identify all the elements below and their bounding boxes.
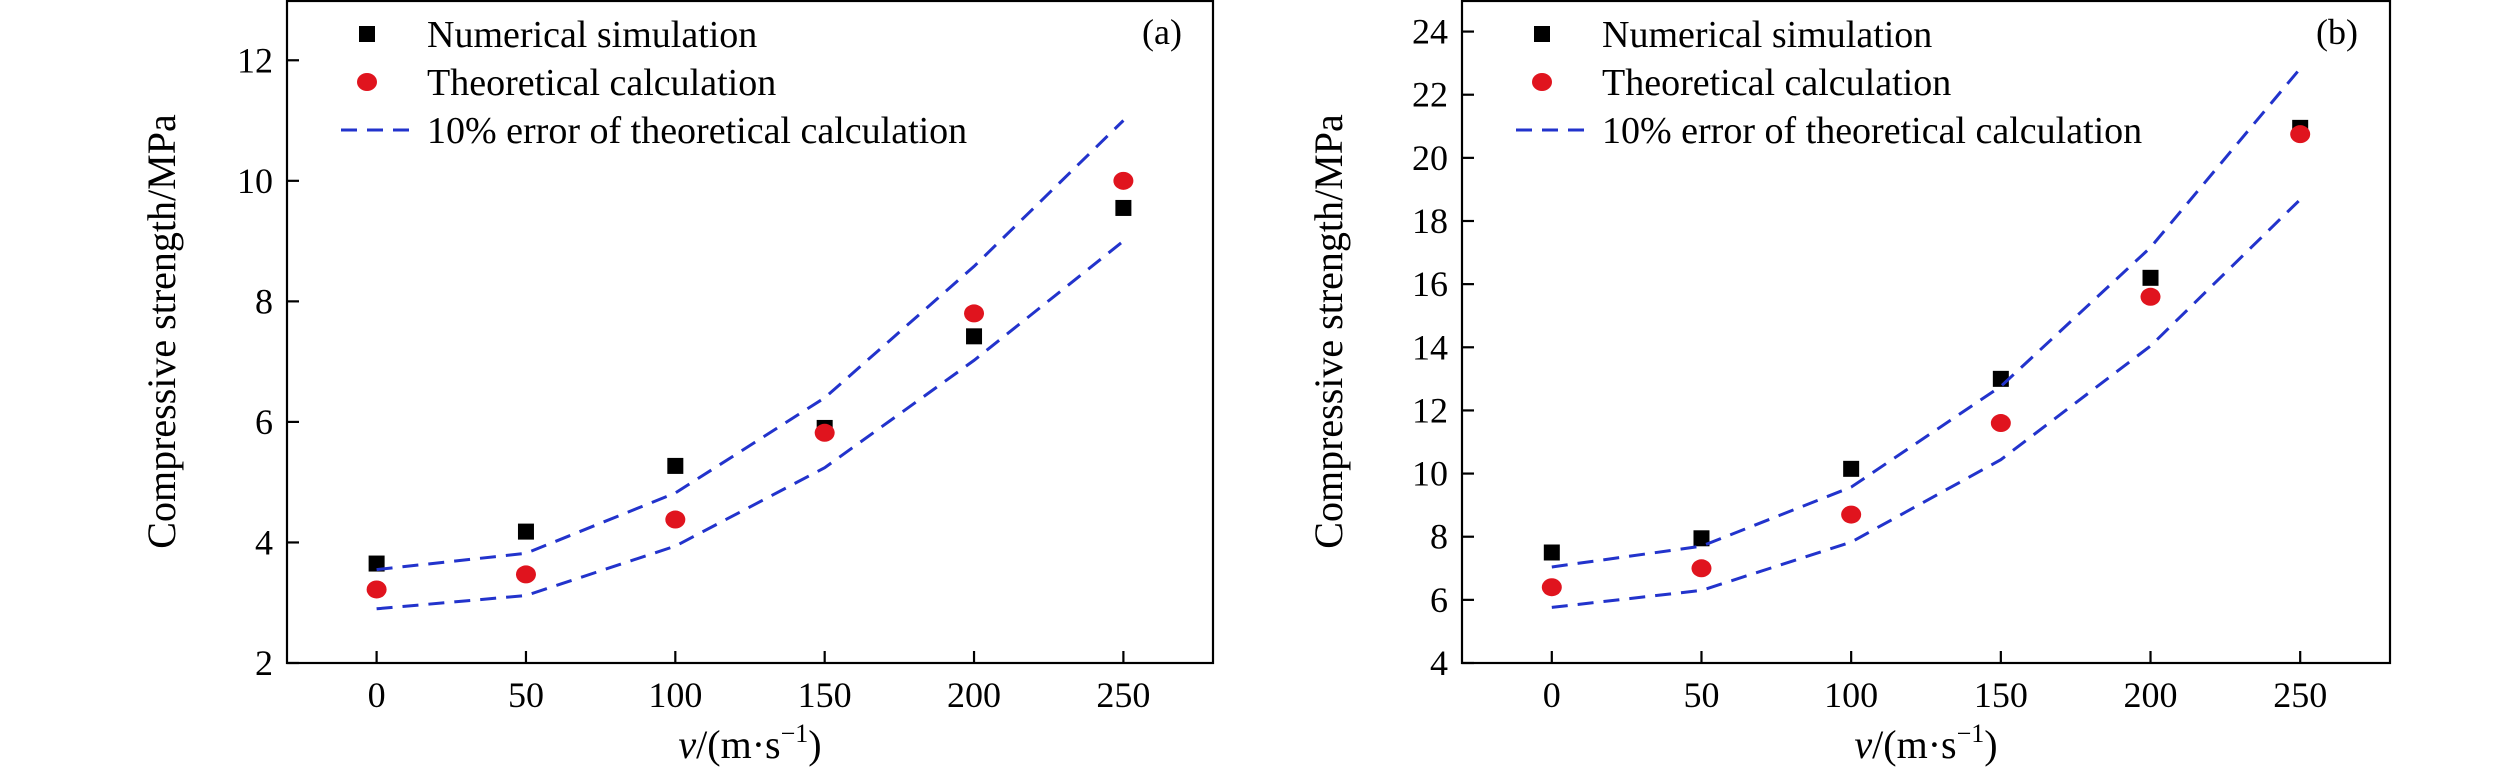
numerical-simulation-point (368, 555, 385, 572)
y-tick-label: 14 (1412, 327, 1448, 367)
theoretical-calculation-point (1541, 578, 1562, 597)
numerical-simulation-point (1115, 199, 1132, 216)
chart-panel-a: 0 50 100 150 200 250 2 4 6 8 10 12 Compressive stren… (139, 0, 1215, 767)
x-tick-label: 50 (508, 675, 544, 715)
y-tick-label: 12 (237, 40, 273, 80)
y-tick-label: 10 (1412, 454, 1448, 494)
y-tick-label: 20 (1412, 138, 1448, 178)
legend-circle-marker (357, 73, 377, 91)
theoretical-calculation-point (1113, 171, 1134, 190)
x-tick-label: 150 (798, 675, 852, 715)
theoretical-calculation-point (814, 423, 835, 442)
x-tick-label: 50 (1683, 675, 1719, 715)
x-axis-title-unit: /(m·s (1872, 722, 1956, 767)
panel-label: (b) (2316, 12, 2358, 52)
legend-entry-label: Theoretical calculation (1602, 62, 1951, 104)
x-tick-label: 250 (1096, 675, 1150, 715)
legend-entry-label: Theoretical calculation (427, 62, 776, 104)
x-tick-label: 200 (2124, 675, 2178, 715)
error-bound-line (1551, 67, 2302, 569)
x-axis-title-variable: v (1854, 722, 1872, 767)
y-axis-title: Compressive strength/MPa (139, 114, 184, 549)
theoretical-calculation-point (1841, 505, 1862, 524)
y-tick-label: 8 (255, 281, 273, 321)
theoretical-calculation-point (1691, 559, 1712, 578)
y-tick-label: 24 (1412, 12, 1448, 52)
error-bound-line (376, 239, 1125, 611)
chart-panel-b: 0 50 100 150 200 250 4 6 8 10 12 14 16 18 20 22 24 Compre… (1306, 0, 2392, 767)
panel-label: (a) (1142, 12, 1182, 52)
y-tick-label: 8 (1430, 517, 1448, 557)
y-tick-label: 6 (1430, 580, 1448, 620)
legend-entry-label: 10% error of theoretical calculation (1602, 110, 2142, 152)
y-tick-label: 16 (1412, 264, 1448, 304)
x-tick-label: 200 (947, 675, 1001, 715)
numerical-simulation-point (966, 328, 983, 345)
x-tick-label: 100 (1824, 675, 1878, 715)
theoretical-calculation-point (366, 580, 387, 599)
y-tick-label: 18 (1412, 201, 1448, 241)
x-axis-title-close: ) (1984, 722, 1997, 767)
x-axis-title-close: ) (808, 722, 821, 767)
y-tick-label: 2 (255, 643, 273, 683)
legend-entry-label: Numerical simulation (1602, 14, 1932, 56)
y-tick-label: 22 (1412, 75, 1448, 115)
numerical-simulation-point (1843, 460, 1860, 477)
legend-square-marker (359, 26, 375, 42)
theoretical-calculation-point (2140, 287, 2161, 306)
x-axis-title: v/(m·s−1) (678, 719, 821, 767)
x-axis-title: v/(m·s−1) (1854, 719, 1997, 767)
x-tick-label: 250 (2273, 675, 2327, 715)
legend-circle-marker (1532, 73, 1552, 91)
error-bound-line (1551, 198, 2302, 609)
x-axis-title-exponent: −1 (1957, 719, 1985, 748)
y-tick-label: 10 (237, 161, 273, 201)
theoretical-calculation-point (665, 510, 686, 529)
numerical-simulation-point (517, 523, 534, 540)
theoretical-calculation-point (1990, 414, 2011, 433)
x-tick-label: 0 (368, 675, 386, 715)
numerical-simulation-point (2142, 269, 2159, 286)
legend-square-marker (1534, 26, 1550, 42)
y-tick-label: 4 (1430, 643, 1448, 683)
y-tick-label: 4 (255, 522, 273, 562)
numerical-simulation-point (1992, 370, 2009, 387)
y-axis-title: Compressive strength/MPa (1306, 114, 1351, 549)
theoretical-calculation-point (964, 304, 985, 323)
y-tick-label: 12 (1412, 390, 1448, 430)
numerical-simulation-point (1543, 544, 1560, 561)
x-tick-label: 0 (1543, 675, 1561, 715)
x-tick-label: 150 (1974, 675, 2028, 715)
y-tick-label: 6 (255, 402, 273, 442)
x-axis-title-unit: /(m·s (696, 722, 780, 767)
plot-frame (1460, 0, 2392, 665)
plot-frame (285, 0, 1215, 665)
x-axis-title-exponent: −1 (781, 719, 809, 748)
legend-entry-label: Numerical simulation (427, 14, 757, 56)
theoretical-calculation-point (2290, 125, 2311, 144)
error-bound-line (376, 119, 1125, 572)
numerical-simulation-point (667, 457, 684, 474)
numerical-simulation-point (1693, 530, 1710, 547)
theoretical-calculation-point (515, 565, 536, 584)
legend-entry-label: 10% error of theoretical calculation (427, 110, 967, 152)
x-axis-title-variable: v (678, 722, 696, 767)
x-tick-label: 100 (648, 675, 702, 715)
